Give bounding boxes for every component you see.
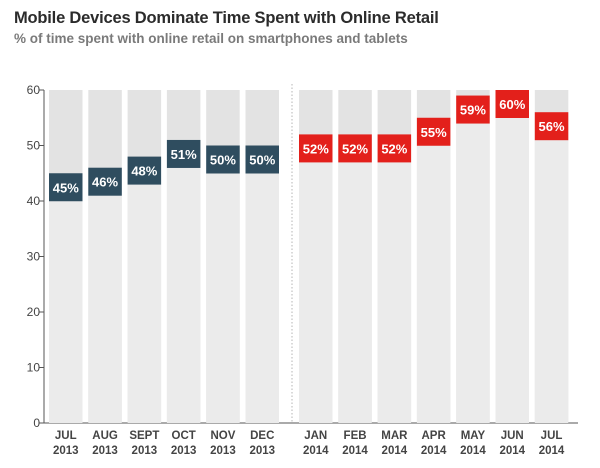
bar xyxy=(206,145,240,423)
y-tick-label: 40 xyxy=(27,194,41,208)
y-tick-label: 0 xyxy=(33,416,40,430)
bar xyxy=(456,95,490,424)
x-tick-label-year: 2014 xyxy=(460,445,486,457)
x-tick-label-year: 2014 xyxy=(539,445,565,457)
data-label: 50% xyxy=(249,153,275,168)
x-tick-label-year: 2014 xyxy=(303,445,329,457)
bar-label-block xyxy=(377,134,412,163)
x-tick-label-month: NOV xyxy=(210,430,235,442)
y-tick-label: 30 xyxy=(27,250,41,264)
y-tick-label: 60 xyxy=(27,83,41,97)
y-tick-label: 20 xyxy=(27,305,41,319)
x-tick-label-year: 2013 xyxy=(249,445,275,457)
data-label: 45% xyxy=(53,180,79,195)
y-tick-label: 50 xyxy=(27,139,41,153)
chart-title: Mobile Devices Dominate Time Spent with … xyxy=(14,9,439,27)
x-tick-label-month: OCT xyxy=(172,430,196,442)
bar xyxy=(245,145,279,423)
data-label: 52% xyxy=(342,141,368,156)
bar-label-block xyxy=(49,173,83,202)
bar-label-block xyxy=(495,90,529,118)
chart-header: Mobile Devices Dominate Time Spent with … xyxy=(14,8,594,48)
bar-label-block xyxy=(88,167,122,196)
data-label: 59% xyxy=(460,103,486,118)
bar xyxy=(299,134,333,423)
bar xyxy=(338,134,372,423)
bar-label-block xyxy=(299,134,333,163)
y-tick-label: 10 xyxy=(27,361,41,375)
x-tick-label-month: JAN xyxy=(304,430,327,442)
bar xyxy=(88,167,122,423)
bar xyxy=(49,173,83,423)
x-tick-label-month: MAY xyxy=(461,430,486,442)
bar xyxy=(377,134,412,423)
bar-label-block xyxy=(245,145,279,174)
x-tick-label-month: JUL xyxy=(55,430,77,442)
data-label: 52% xyxy=(303,141,329,156)
x-tick-label-year: 2014 xyxy=(342,445,368,457)
data-label: 48% xyxy=(131,164,157,179)
x-tick-label-month: AUG xyxy=(92,430,118,442)
bar-label-block xyxy=(127,156,162,185)
bar xyxy=(166,139,201,423)
data-label: 60% xyxy=(499,97,525,112)
bar-label-block xyxy=(206,145,240,174)
bar-label-block xyxy=(338,134,372,163)
bar xyxy=(127,156,162,423)
x-tick-label-month: JUN xyxy=(501,430,524,442)
chart-subtitle: % of time spent with online retail on sm… xyxy=(14,31,408,46)
x-tick-label-month: SEPT xyxy=(129,430,159,442)
x-tick-label-month: APR xyxy=(422,430,447,442)
x-tick-label-month: JUL xyxy=(541,430,563,442)
x-tick-label-year: 2013 xyxy=(132,445,158,457)
bar-label-block xyxy=(416,117,451,146)
data-label: 50% xyxy=(210,153,236,168)
x-tick-label-year: 2013 xyxy=(210,445,236,457)
x-tick-label-year: 2013 xyxy=(92,445,118,457)
data-label: 51% xyxy=(171,147,197,162)
data-label: 52% xyxy=(381,141,407,156)
x-tick-label-year: 2014 xyxy=(421,445,447,457)
bar xyxy=(534,112,569,423)
x-tick-label-year: 2013 xyxy=(53,445,79,457)
x-tick-label-year: 2014 xyxy=(499,445,525,457)
x-tick-label-month: DEC xyxy=(250,430,274,442)
x-tick-label-year: 2014 xyxy=(382,445,408,457)
x-tick-label-month: FEB xyxy=(344,430,367,442)
bar-label-block xyxy=(456,95,490,124)
data-label: 56% xyxy=(539,119,565,134)
bar xyxy=(416,117,451,423)
x-tick-label-month: MAR xyxy=(381,430,408,442)
bar-label-block xyxy=(534,112,569,141)
x-tick-label-year: 2013 xyxy=(171,445,197,457)
data-label: 55% xyxy=(421,125,447,140)
bar-label-block xyxy=(166,139,201,168)
data-label: 46% xyxy=(92,175,118,190)
bar xyxy=(495,90,529,423)
